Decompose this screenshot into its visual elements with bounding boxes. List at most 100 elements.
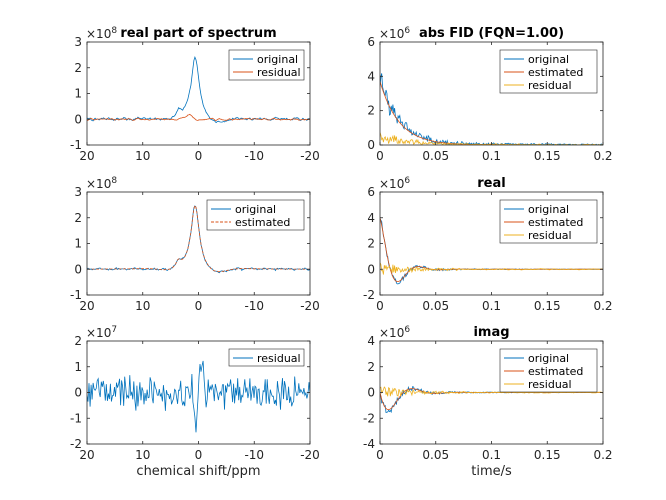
y-tick-label: -1 xyxy=(70,288,82,302)
y-tick-label: 2 xyxy=(74,211,82,225)
x-tick-label: 0.2 xyxy=(593,448,612,462)
y-tick-label: 3 xyxy=(74,35,82,49)
y-tick-label: -4 xyxy=(363,437,375,451)
legend-box xyxy=(499,348,598,393)
y-tick-label: 0 xyxy=(74,386,82,400)
x-tick-label: 0.1 xyxy=(482,149,501,163)
x-tick-label: 0.1 xyxy=(482,448,501,462)
x-tick-label: 0.2 xyxy=(593,149,612,163)
legend-entry-label: original xyxy=(528,352,569,365)
y-tick-label: 2 xyxy=(367,360,375,374)
x-axis-label: time/s xyxy=(471,464,512,479)
y-tick-label: -1 xyxy=(70,138,82,152)
x-tick-label: 0.05 xyxy=(422,448,449,462)
y-exponent-label: ×108 xyxy=(86,176,117,191)
y-tick-label: 1 xyxy=(74,87,82,101)
x-tick-label: 0.15 xyxy=(534,448,561,462)
x-tick-label: -20 xyxy=(300,149,320,163)
x-tick-label: -10 xyxy=(244,149,264,163)
x-tick-label: 0 xyxy=(376,448,384,462)
legend-entry-label: residual xyxy=(528,79,572,92)
legend-entry-label: residual xyxy=(257,352,301,365)
y-tick-label: 0 xyxy=(367,386,375,400)
y-tick-label: 4 xyxy=(367,211,375,225)
x-tick-label: 0 xyxy=(376,149,384,163)
y-tick-label: 0 xyxy=(74,262,82,276)
series-residual-line xyxy=(380,262,603,275)
x-tick-label: 20 xyxy=(79,149,94,163)
series-residual-line xyxy=(87,360,310,433)
y-tick-label: 2 xyxy=(367,104,375,118)
y-tick-label: -2 xyxy=(70,437,82,451)
chart-title: abs FID (FQN=1.00) xyxy=(419,26,564,41)
x-tick-label: 10 xyxy=(135,149,150,163)
legend-entry-label: original xyxy=(528,203,569,216)
x-tick-label: 0.05 xyxy=(422,149,449,163)
y-tick-label: 0 xyxy=(367,138,375,152)
x-tick-label: 0 xyxy=(195,149,203,163)
legend-entry-label: estimated xyxy=(528,216,583,229)
y-exponent-label: ×108 xyxy=(86,26,117,41)
y-exponent-label: ×106 xyxy=(379,26,410,41)
x-tick-label: 0 xyxy=(195,448,203,462)
legend-entry-label: residual xyxy=(528,378,572,391)
x-tick-label: 10 xyxy=(135,448,150,462)
x-tick-label: -20 xyxy=(300,299,320,313)
y-tick-label: -1 xyxy=(70,411,82,425)
legend: residual xyxy=(228,348,305,367)
legend-entry-label: original xyxy=(257,53,298,66)
x-tick-label: 0 xyxy=(195,299,203,313)
y-tick-label: 6 xyxy=(367,35,375,49)
chart-p6: 0 0.05 0.1 0.15 0.2 -4 -2 0 2 4 ×106 imag time/s orig… xyxy=(363,325,613,479)
x-tick-label: 0.15 xyxy=(534,149,561,163)
x-tick-label: 0 xyxy=(376,299,384,313)
chart-title: imag xyxy=(473,325,509,340)
y-tick-label: 2 xyxy=(74,61,82,75)
x-tick-label: -10 xyxy=(244,448,264,462)
series-residual-line xyxy=(87,113,310,121)
y-tick-label: 2 xyxy=(74,334,82,348)
y-exponent-label: ×106 xyxy=(379,325,410,340)
legend-entry-label: residual xyxy=(528,229,572,242)
y-tick-label: -2 xyxy=(363,411,375,425)
chart-title: real xyxy=(477,176,505,191)
y-tick-label: 0 xyxy=(74,112,82,126)
series-residual-line xyxy=(380,386,603,397)
legend-box xyxy=(206,199,305,231)
x-axis-label: chemical shift/ppm xyxy=(136,464,260,479)
x-tick-label: 0.2 xyxy=(593,299,612,313)
y-exponent-label: ×107 xyxy=(86,325,117,340)
series-original-line xyxy=(87,56,310,124)
y-tick-label: 6 xyxy=(367,185,375,199)
legend-entry-label: estimated xyxy=(528,365,583,378)
chart-p4: 0 0.05 0.1 0.15 0.2 0 2 4 6 ×106 abs FID (FQN=1.00… xyxy=(367,26,612,163)
y-tick-label: 2 xyxy=(367,237,375,251)
legend-box xyxy=(228,348,305,367)
y-tick-label: -2 xyxy=(363,288,375,302)
x-tick-label: -20 xyxy=(300,448,320,462)
x-tick-label: 20 xyxy=(79,448,94,462)
y-tick-label: 4 xyxy=(367,334,375,348)
legend-box xyxy=(228,49,305,81)
series-estimated-line xyxy=(87,204,310,273)
x-tick-label: 0.15 xyxy=(534,299,561,313)
x-tick-label: 20 xyxy=(79,299,94,313)
x-tick-label: 10 xyxy=(135,299,150,313)
y-tick-label: 0 xyxy=(367,262,375,276)
x-tick-label: 0.1 xyxy=(482,299,501,313)
y-tick-label: 1 xyxy=(74,360,82,374)
y-tick-label: 4 xyxy=(367,69,375,83)
x-tick-label: -10 xyxy=(244,299,264,313)
y-exponent-label: ×106 xyxy=(379,176,410,191)
x-tick-label: 0.05 xyxy=(422,299,449,313)
